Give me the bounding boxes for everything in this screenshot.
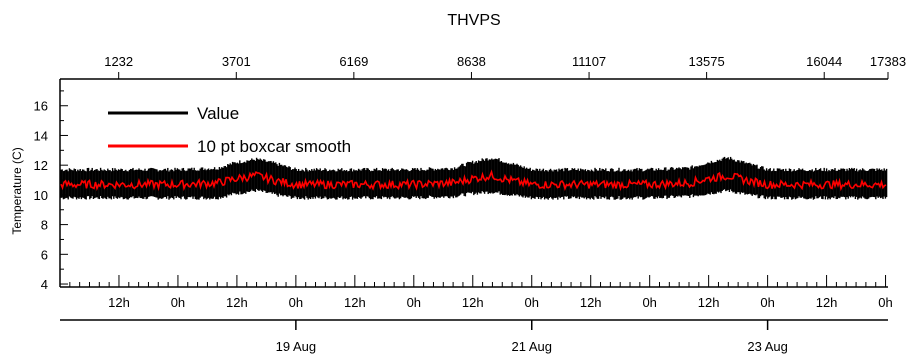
top-tick-label: 1232: [104, 54, 133, 69]
bottom-tick-label: 0h: [525, 295, 539, 310]
y-axis-ticks: 4 6 8 10 12 14 16: [34, 90, 68, 292]
legend: Value 10 pt boxcar smooth: [108, 104, 351, 156]
chart-title: THVPS: [447, 12, 500, 29]
bottom-tick-label: 12h: [580, 295, 602, 310]
bottom-tick-label: 0h: [642, 295, 656, 310]
y-tick-label: 10: [34, 188, 48, 203]
series-smooth-line: [60, 169, 887, 192]
y-tick-label: 14: [34, 128, 48, 143]
bottom-tick-label: 0h: [289, 295, 303, 310]
y-tick-label: 4: [41, 277, 48, 292]
top-axis: 1232 3701 6169 8638 11107 13575 16044 17383: [60, 54, 906, 80]
date-tick-label: 19 Aug: [276, 339, 317, 354]
bottom-tick-label: 12h: [108, 295, 130, 310]
top-axis-ticks: 1232 3701 6169 8638 11107 13575 16044 17383: [104, 54, 906, 79]
plot-area: [60, 156, 888, 200]
y-tick-label: 8: [41, 218, 48, 233]
bottom-tick-label: 0h: [878, 295, 892, 310]
bottom-axis: 12h 0h 12h 0h 12h 0h 12h 0h 12h 0h 12h 0h 12h 0h 19 A…: [60, 275, 893, 354]
top-tick-label: 13575: [689, 54, 725, 69]
bottom-tick-label: 0h: [760, 295, 774, 310]
date-tick-label: 21 Aug: [511, 339, 552, 354]
y-tick-label: 16: [34, 99, 48, 114]
top-tick-label: 17383: [870, 54, 906, 69]
y-tick-label: 6: [41, 247, 48, 262]
bottom-tick-label: 12h: [462, 295, 484, 310]
bottom-tick-label: 12h: [344, 295, 366, 310]
series-value: [60, 156, 888, 200]
bottom-tick-label: 12h: [226, 295, 248, 310]
bottom-axis-ticks: 12h 0h 12h 0h 12h 0h 12h 0h 12h 0h 12h 0h 12h 0h: [69, 275, 893, 310]
top-tick-label: 16044: [806, 54, 842, 69]
y-axis: 4 6 8 10 12 14 16 Temperature (C): [10, 79, 68, 292]
y-axis-label: Temperature (C): [10, 147, 24, 234]
bottom-tick-label: 0h: [171, 295, 185, 310]
bottom-tick-label: 0h: [407, 295, 421, 310]
legend-label-value: Value: [197, 104, 239, 123]
top-tick-label: 8638: [457, 54, 486, 69]
y-tick-label: 12: [34, 158, 48, 173]
date-tick-label: 23 Aug: [747, 339, 788, 354]
top-tick-label: 3701: [222, 54, 251, 69]
top-tick-label: 6169: [339, 54, 368, 69]
top-tick-label: 11107: [572, 54, 606, 69]
legend-label-smooth: 10 pt boxcar smooth: [197, 137, 351, 156]
bottom-tick-label: 12h: [816, 295, 838, 310]
date-axis-ticks: 19 Aug 21 Aug 23 Aug: [276, 320, 788, 354]
bottom-tick-label: 12h: [698, 295, 720, 310]
